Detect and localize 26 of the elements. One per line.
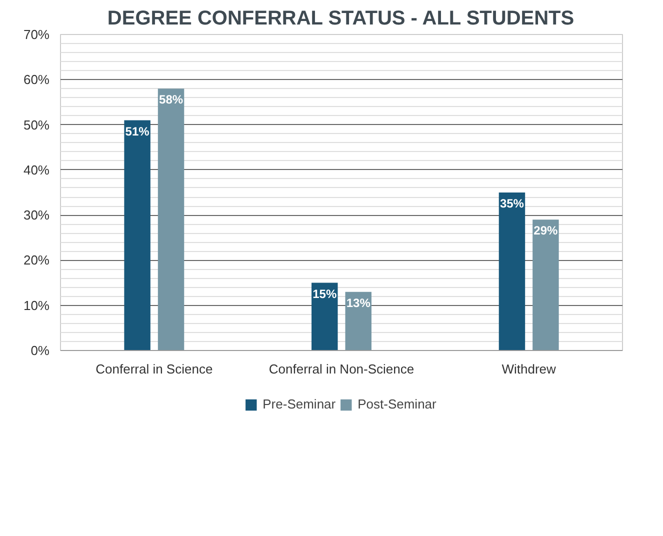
data-label: 15%	[312, 286, 337, 301]
x-tick-label: Conferral in Science	[96, 362, 213, 376]
chart-title: DEGREE CONFERRAL STATUS - ALL STUDENTS	[107, 8, 574, 30]
data-label: 29%	[534, 224, 558, 238]
bar	[124, 120, 150, 350]
bar	[532, 220, 559, 350]
x-tick-label: Withdrew	[502, 362, 557, 376]
legend-label: Pre-Seminar	[262, 396, 336, 412]
y-tick-label: 10%	[23, 298, 50, 313]
y-tick-label: 30%	[23, 208, 50, 223]
data-label: 35%	[500, 196, 524, 210]
y-tick-label: 70%	[23, 27, 50, 42]
bar	[498, 192, 526, 350]
y-tick-label: 50%	[23, 117, 50, 132]
y-tick-label: 60%	[23, 72, 50, 88]
y-tick-label: 20%	[23, 252, 50, 268]
data-label: 58%	[159, 92, 184, 107]
y-tick-label: 0%	[30, 343, 50, 358]
legend-label: Post-Seminar	[358, 396, 436, 412]
x-tick-label: Conferral in Non-Science	[268, 362, 414, 376]
bar	[345, 292, 372, 350]
data-label: 13%	[346, 296, 371, 310]
data-label: 51%	[125, 124, 150, 138]
y-tick-label: 40%	[23, 162, 50, 178]
bar	[312, 282, 338, 350]
bar	[158, 88, 184, 350]
